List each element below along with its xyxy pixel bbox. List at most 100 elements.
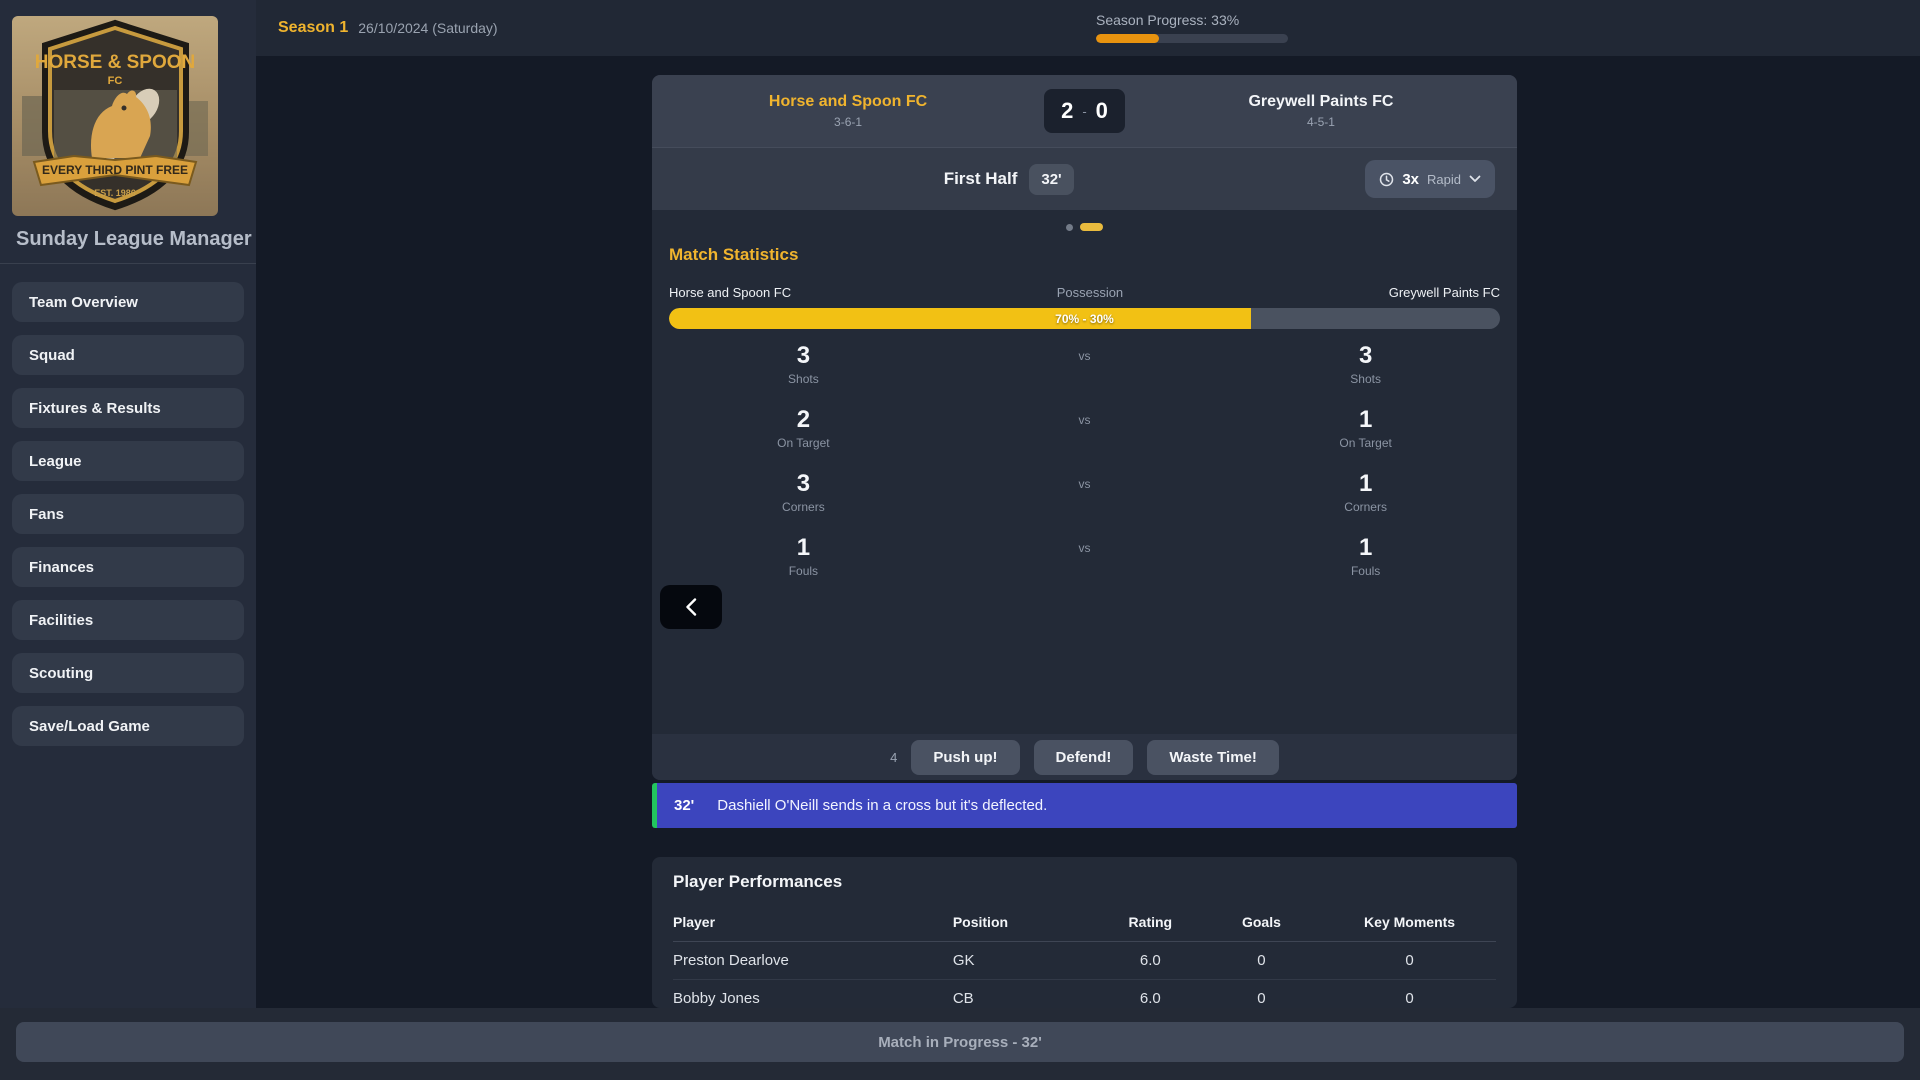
sidebar: HORSE & SPOON FC EVERY THIRD PINT FREE E… (0, 0, 256, 1008)
stat-row-shots: 3 Shots vs 3 Shots (652, 342, 1517, 407)
stat-home-value: 1 (796, 534, 811, 561)
event-minute: 32' (674, 797, 695, 814)
away-team-block: Greywell Paints FC 4-5-1 (1125, 93, 1517, 129)
sidebar-item-fans[interactable]: Fans (12, 494, 244, 534)
stat-away: 3 Shots (1214, 342, 1517, 407)
sidebar-item-league[interactable]: League (12, 441, 244, 481)
sidebar-item-finances[interactable]: Finances (12, 547, 244, 587)
column-player: Player (673, 906, 953, 942)
performances-title: Player Performances (673, 872, 843, 891)
possession-labels: Horse and Spoon FC Possession Greywell P… (652, 285, 1517, 300)
stat-away-value: 1 (1358, 470, 1373, 497)
stat-label: On Target (777, 436, 830, 451)
match-event-banner: 32' Dashiell O'Neill sends in a cross bu… (652, 783, 1517, 828)
home-team-formation: 3-6-1 (834, 115, 863, 129)
away-team-formation: 4-5-1 (1306, 115, 1335, 129)
match-time-row: First Half 32' 3x Rapid (652, 147, 1517, 210)
possession-fill (669, 308, 1251, 329)
season-progress-label: Season Progress: 33% (1096, 12, 1240, 28)
match-status-bar: Match in Progress - 32' (16, 1022, 1904, 1062)
main-content: Horse and Spoon FC 3-6-1 2 - 0 Greywell … (652, 75, 1517, 1008)
possession-bar: 70% - 30% (669, 308, 1500, 329)
carousel-dot-active[interactable] (1080, 223, 1103, 231)
column-rating: Rating (1100, 906, 1200, 942)
cell-position: CB (952, 979, 1101, 1008)
stat-vs: vs (1078, 541, 1091, 555)
cell-goals: 0 (1199, 979, 1324, 1008)
pending-actions-count: 4 (890, 749, 898, 765)
stat-vs: vs (1078, 477, 1091, 491)
stat-home-value: 3 (796, 342, 811, 369)
club-logo: HORSE & SPOON FC EVERY THIRD PINT FREE E… (12, 16, 218, 216)
speed-name: Rapid (1427, 171, 1461, 187)
column-position: Position (952, 906, 1101, 942)
clock-icon (1380, 172, 1394, 186)
sidebar-item-label: Fans (29, 505, 65, 523)
sidebar-item-label: Squad (29, 346, 75, 364)
stat-home-value: 2 (796, 406, 811, 433)
cell-rating: 6.0 (1100, 979, 1200, 1008)
column-goals: Goals (1199, 906, 1324, 942)
stat-home: 3 Shots (652, 342, 955, 407)
stat-away-value: 1 (1358, 534, 1373, 561)
season-progress-fill (1096, 34, 1160, 43)
cell-rating: 6.0 (1100, 941, 1200, 980)
sidebar-item-squad[interactable]: Squad (12, 335, 244, 375)
stat-label: On Target (1339, 436, 1392, 451)
season-date: 26/10/2024 (Saturday) (358, 20, 498, 36)
svg-text:HORSE & SPOON: HORSE & SPOON (35, 52, 195, 73)
sidebar-item-team-overview[interactable]: Team Overview (12, 282, 244, 322)
chevron-down-icon (1469, 175, 1481, 182)
waste-time-button[interactable]: Waste Time! (1147, 739, 1279, 775)
svg-text:FC: FC (108, 75, 123, 87)
cell-key-moments: 0 (1323, 979, 1496, 1008)
defend-button[interactable]: Defend! (1033, 739, 1134, 775)
carousel-dots (652, 210, 1517, 231)
stat-home: 3 Corners (652, 470, 955, 535)
sidebar-item-facilities[interactable]: Facilities (12, 600, 244, 640)
cell-position: GK (952, 941, 1101, 980)
sidebar-item-label: Scouting (29, 664, 94, 682)
match-clock-badge: 32' (1029, 163, 1074, 195)
column-key-moments: Key Moments (1323, 906, 1496, 942)
score-box: 2 - 0 (1044, 89, 1125, 133)
away-score: 0 (1095, 98, 1108, 123)
stat-row-fouls: 1 Fouls vs 1 Fouls (652, 534, 1517, 599)
sidebar-item-scouting[interactable]: Scouting (12, 653, 244, 693)
match-header: Horse and Spoon FC 3-6-1 2 - 0 Greywell … (652, 75, 1517, 147)
sidebar-item-fixtures-results[interactable]: Fixtures & Results (12, 388, 244, 428)
carousel-dot[interactable] (1066, 223, 1073, 231)
app-title: Sunday League Manager (16, 228, 252, 250)
push-up-button[interactable]: Push up! (911, 739, 1020, 775)
svg-text:EVERY THIRD PINT FREE: EVERY THIRD PINT FREE (42, 163, 188, 177)
sidebar-nav: Team Overview Squad Fixtures & Results L… (0, 282, 256, 746)
stat-row-corners: 3 Corners vs 1 Corners (652, 470, 1517, 535)
speed-dropdown[interactable]: 3x Rapid (1365, 160, 1495, 198)
possession-home-label: Horse and Spoon FC (669, 285, 792, 300)
away-team-name: Greywell Paints FC (1248, 93, 1394, 110)
sidebar-item-label: Save/Load Game (29, 717, 150, 735)
match-stats-page: Match Statistics Horse and Spoon FC Poss… (652, 210, 1517, 734)
sidebar-item-save-load[interactable]: Save/Load Game (12, 706, 244, 746)
stat-home: 2 On Target (652, 406, 955, 471)
stat-vs: vs (1078, 349, 1091, 363)
cell-goals: 0 (1199, 941, 1324, 980)
player-performances-panel: Player Performances Player Position Rati… (652, 857, 1517, 1008)
possession-text: 70% - 30% (1055, 311, 1114, 326)
table-row: Preston Dearlove GK 6.0 0 0 (673, 941, 1496, 980)
match-panel: Horse and Spoon FC 3-6-1 2 - 0 Greywell … (652, 75, 1517, 780)
stat-vs: vs (1078, 413, 1091, 427)
score-separator: - (1082, 103, 1087, 119)
stats-title: Match Statistics (669, 245, 799, 264)
carousel-prev-button[interactable] (660, 585, 722, 629)
stat-label: Corners (782, 500, 825, 515)
sidebar-item-label: Team Overview (29, 293, 138, 311)
cell-player: Bobby Jones (673, 979, 953, 1008)
top-bar: Season 1 26/10/2024 (Saturday) Season Pr… (256, 0, 1920, 56)
sidebar-divider (0, 263, 256, 264)
sidebar-item-label: League (29, 452, 82, 470)
stat-label: Fouls (1350, 564, 1381, 579)
period-label: First Half (943, 169, 1018, 188)
speed-multiplier: 3x (1402, 170, 1420, 188)
